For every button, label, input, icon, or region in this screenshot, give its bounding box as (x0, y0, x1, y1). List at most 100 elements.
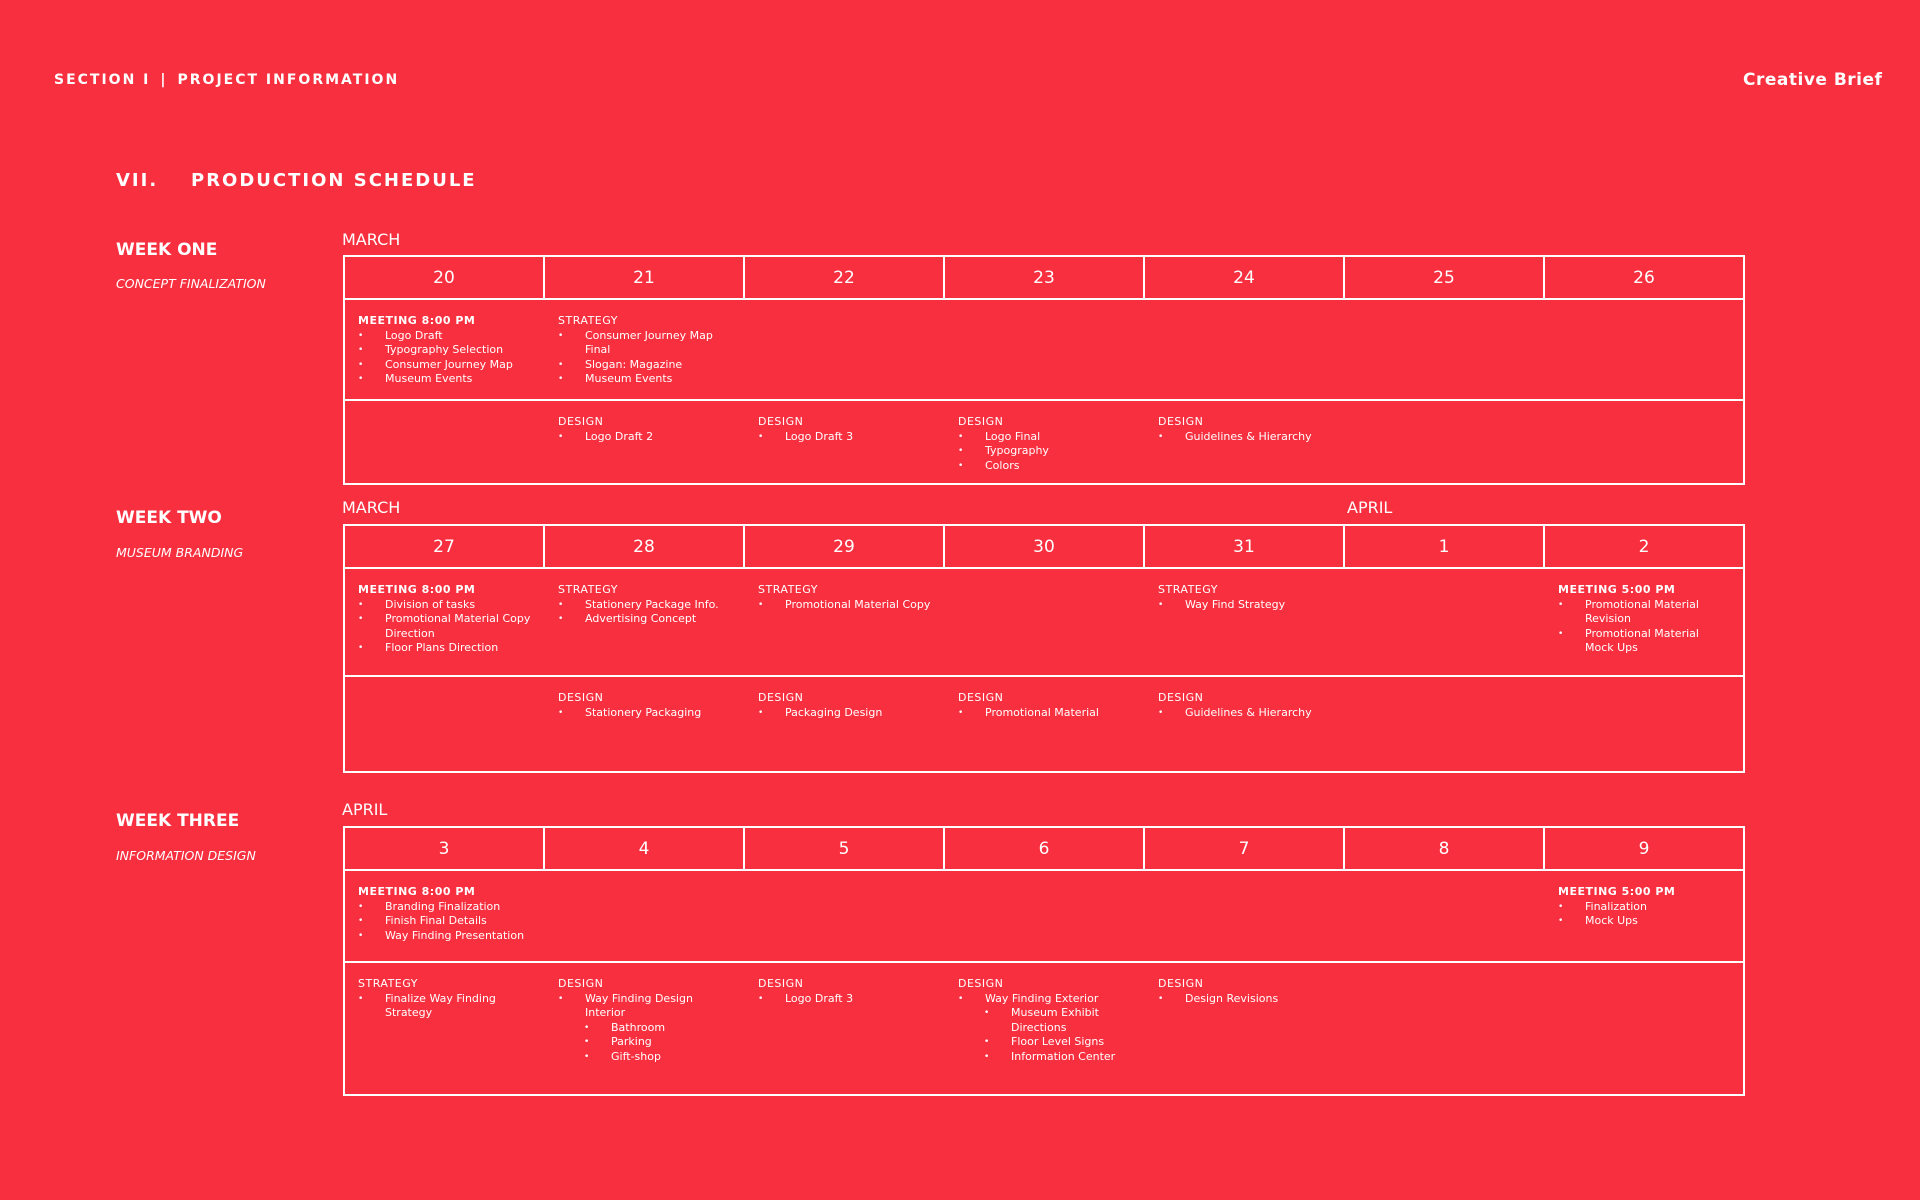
list-item: Way Find Strategy (1158, 598, 1285, 613)
entry-heading: STRATEGY (1158, 583, 1218, 596)
schedule-entry: DESIGN Stationery Packaging (558, 691, 701, 720)
section-label: SECTION I (54, 72, 151, 88)
list-item: Way Finding Exterior (958, 992, 1115, 1007)
list-item: Stationery Packaging (558, 706, 701, 721)
entry-heading: DESIGN (1158, 977, 1204, 990)
entry-heading: DESIGN (1158, 691, 1204, 704)
list-item-continuation: Direction (385, 626, 435, 640)
list-item: Way Finding Presentation (358, 929, 524, 944)
day-cell: 25 (1345, 257, 1545, 298)
schedule-entry: DESIGN Way Finding Design Interior Bathr… (558, 977, 693, 1064)
week-one-design-row: DESIGN Logo Draft 2 DESIGN Logo Draft 3 … (345, 401, 1743, 483)
entry-heading: DESIGN (558, 691, 604, 704)
sub-list-item-continuation: Directions (1011, 1020, 1067, 1034)
week-two-day-header: 27 28 29 30 31 1 2 (345, 526, 1743, 569)
day-cell: 21 (545, 257, 745, 298)
page-title: VII. PRODUCTION SCHEDULE (116, 170, 475, 191)
day-cell: 30 (945, 526, 1145, 567)
week-three-day-header: 3 4 5 6 7 8 9 (345, 828, 1743, 871)
list-item: Typography Selection (358, 343, 513, 358)
day-cell: 31 (1145, 526, 1345, 567)
entry-heading: DESIGN (1158, 415, 1204, 428)
week-one-day-header: 20 21 22 23 24 25 26 (345, 257, 1743, 300)
list-item: Typography (958, 444, 1049, 459)
list-item: Division of tasks (358, 598, 530, 613)
list-item: Museum Events (558, 372, 713, 387)
list-item: Logo Draft 3 (758, 430, 853, 445)
entry-heading: STRATEGY (358, 977, 418, 990)
sub-list-item: Bathroom (558, 1021, 693, 1036)
day-cell: 6 (945, 828, 1145, 869)
schedule-entry: STRATEGY Consumer Journey Map Final Slog… (558, 314, 713, 387)
schedule-entry: DESIGN Logo Draft 3 (758, 977, 853, 1006)
entry-heading: MEETING 5:00 PM (1558, 885, 1676, 898)
list-item: Packaging Design (758, 706, 882, 721)
week-three-month-label: APRIL (342, 800, 388, 819)
list-item: Colors (958, 459, 1049, 474)
project-label: PROJECT INFORMATION (177, 72, 400, 88)
day-cell: 26 (1633, 267, 1655, 288)
entry-heading: STRATEGY (558, 583, 618, 596)
entry-heading: MEETING 8:00 PM (358, 583, 476, 596)
entry-heading: DESIGN (558, 977, 604, 990)
schedule-entry: DESIGN Logo Draft 3 (758, 415, 853, 444)
list-item: Way Finding Design (558, 992, 693, 1007)
schedule-entry: DESIGN Guidelines & Hierarchy (1158, 415, 1312, 444)
list-item: Design Revisions (1158, 992, 1278, 1007)
list-item: Mock Ups (1558, 914, 1675, 929)
schedule-entry: DESIGN Promotional Material (958, 691, 1099, 720)
document-title: Creative Brief (1743, 70, 1883, 90)
sub-list-item: Parking (558, 1035, 693, 1050)
week-one-calendar: 20 21 22 23 24 25 26 MEETING 8:00 PM Log… (343, 255, 1745, 485)
day-cell: 22 (745, 257, 945, 298)
week-one-title: WEEK ONE (116, 240, 218, 260)
week-two-subtitle: MUSEUM BRANDING (116, 545, 244, 560)
sub-list-item: Gift-shop (558, 1050, 693, 1065)
week-two-month-label: MARCH (342, 498, 401, 517)
list-item: Finalization (1558, 900, 1675, 915)
entry-heading: DESIGN (958, 415, 1004, 428)
list-item: Promotional Material Copy (358, 612, 530, 627)
schedule-entry: STRATEGY Promotional Material Copy (758, 583, 930, 612)
day-cell: 7 (1145, 828, 1345, 869)
schedule-entry: MEETING 5:00 PM Promotional Material Rev… (1558, 583, 1699, 656)
day-cell: 3 (345, 828, 545, 869)
week-two-month-label-2: APRIL (1347, 498, 1393, 517)
list-item-continuation: Interior (585, 1006, 626, 1019)
day-cell: 1 (1345, 526, 1545, 567)
list-item: Slogan: Magazine (558, 358, 713, 373)
entry-heading: DESIGN (758, 977, 804, 990)
day-cell: 8 (1345, 828, 1545, 869)
sub-list-item: Floor Level Signs (958, 1035, 1115, 1050)
entry-heading: STRATEGY (558, 314, 618, 327)
list-item: Advertising Concept (558, 612, 719, 627)
day-cell: 24 (1145, 257, 1345, 298)
list-item-continuation: Mock Ups (1585, 641, 1638, 654)
schedule-entry: DESIGN Logo Final Typography Colors (958, 415, 1049, 473)
entry-heading: STRATEGY (758, 583, 818, 596)
entry-heading: DESIGN (558, 415, 604, 428)
schedule-entry: STRATEGY Way Find Strategy (1158, 583, 1285, 612)
list-item: Promotional Material (1558, 627, 1699, 642)
list-item: Museum Events (358, 372, 513, 387)
section-breadcrumb: SECTION I | PROJECT INFORMATION (54, 72, 399, 88)
day-cell: 5 (745, 828, 945, 869)
week-one-month-label: MARCH (342, 230, 401, 249)
day-cell: 27 (345, 526, 545, 567)
schedule-entry: MEETING 8:00 PM Division of tasks Promot… (358, 583, 530, 656)
list-item: Logo Draft 2 (558, 430, 653, 445)
schedule-entry: DESIGN Logo Draft 2 (558, 415, 653, 444)
week-two-meetings-row: MEETING 8:00 PM Division of tasks Promot… (345, 569, 1743, 677)
week-three-design-row: STRATEGY Finalize Way Finding Strategy D… (345, 963, 1743, 1094)
schedule-entry: MEETING 5:00 PM Finalization Mock Ups (1558, 885, 1675, 929)
week-one-subtitle: CONCEPT FINALIZATION (116, 276, 266, 291)
week-two-design-row: DESIGN Stationery Packaging DESIGN Packa… (345, 677, 1743, 771)
schedule-entry: DESIGN Way Finding Exterior Museum Exhib… (958, 977, 1115, 1064)
schedule-entry: STRATEGY Finalize Way Finding Strategy (358, 977, 496, 1021)
section-name: PRODUCTION SCHEDULE (191, 170, 477, 191)
day-cell: 9 (1638, 838, 1650, 859)
schedule-entry: DESIGN Guidelines & Hierarchy (1158, 691, 1312, 720)
day-cell: 20 (345, 257, 545, 298)
sub-list-item: Museum Exhibit (958, 1006, 1115, 1021)
entry-heading: MEETING 8:00 PM (358, 885, 476, 898)
